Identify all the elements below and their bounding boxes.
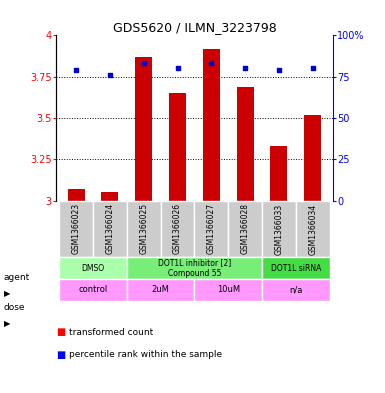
Bar xyxy=(127,200,161,257)
Bar xyxy=(203,49,220,200)
Bar xyxy=(59,279,127,301)
Bar xyxy=(262,257,330,279)
Text: GSM1366026: GSM1366026 xyxy=(173,203,182,255)
Bar xyxy=(228,200,262,257)
Bar xyxy=(127,279,194,301)
Text: ■: ■ xyxy=(56,350,65,360)
Text: 2uM: 2uM xyxy=(152,285,169,294)
Bar xyxy=(237,86,254,200)
Text: GSM1366024: GSM1366024 xyxy=(105,203,114,255)
Point xyxy=(242,65,248,72)
Bar xyxy=(135,57,152,200)
Text: GSM1366027: GSM1366027 xyxy=(207,203,216,255)
Text: DMSO: DMSO xyxy=(82,264,105,273)
Text: GSM1366034: GSM1366034 xyxy=(308,203,317,255)
Bar xyxy=(194,279,262,301)
Text: ▶: ▶ xyxy=(4,289,10,298)
Bar xyxy=(102,192,118,200)
Bar xyxy=(296,200,330,257)
Bar xyxy=(93,200,127,257)
Text: ■: ■ xyxy=(56,327,65,337)
Text: GSM1366025: GSM1366025 xyxy=(139,203,148,255)
Title: GDS5620 / ILMN_3223798: GDS5620 / ILMN_3223798 xyxy=(112,21,276,34)
Text: agent: agent xyxy=(4,273,30,281)
Bar xyxy=(127,257,262,279)
Bar xyxy=(59,257,127,279)
Text: GSM1366033: GSM1366033 xyxy=(275,203,283,255)
Text: DOT1L inhibitor [2]
Compound 55: DOT1L inhibitor [2] Compound 55 xyxy=(158,259,231,278)
Bar xyxy=(68,189,85,200)
Bar xyxy=(161,200,194,257)
Point xyxy=(310,65,316,72)
Text: n/a: n/a xyxy=(289,285,303,294)
Text: percentile rank within the sample: percentile rank within the sample xyxy=(69,351,223,359)
Bar xyxy=(262,279,330,301)
Text: DOT1L siRNA: DOT1L siRNA xyxy=(271,264,321,273)
Text: GSM1366028: GSM1366028 xyxy=(241,204,249,254)
Point xyxy=(141,60,147,66)
Bar xyxy=(59,200,93,257)
Text: GSM1366023: GSM1366023 xyxy=(72,203,80,255)
Text: dose: dose xyxy=(4,303,25,312)
Point xyxy=(73,67,79,73)
Text: transformed count: transformed count xyxy=(69,328,154,336)
Bar xyxy=(262,200,296,257)
Bar xyxy=(194,200,228,257)
Point xyxy=(107,72,113,78)
Bar xyxy=(271,146,287,200)
Point xyxy=(276,67,282,73)
Text: 10uM: 10uM xyxy=(217,285,240,294)
Point xyxy=(208,60,214,66)
Bar xyxy=(169,93,186,200)
Text: control: control xyxy=(79,285,108,294)
Text: ▶: ▶ xyxy=(4,320,10,328)
Point xyxy=(174,65,181,72)
Bar xyxy=(304,115,321,200)
